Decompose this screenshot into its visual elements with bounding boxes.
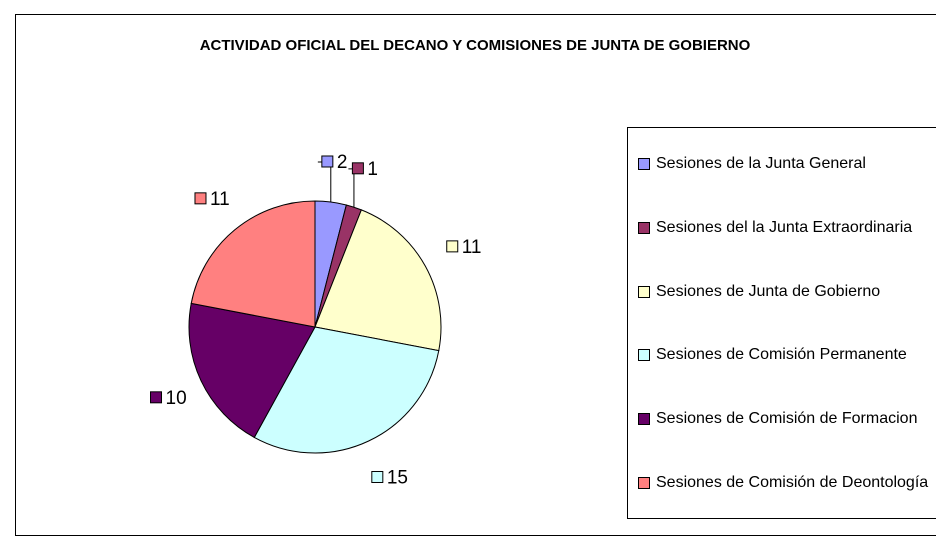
legend-label: Sesiones de Comisión de Formacion bbox=[656, 409, 918, 427]
legend-item: Sesiones de Junta de Gobierno bbox=[638, 280, 936, 303]
pie-slice bbox=[190, 200, 316, 328]
chart-title: ACTIVIDAD OFICIAL DEL DECANO Y COMISIONE… bbox=[199, 37, 751, 54]
pie-slice bbox=[253, 326, 440, 454]
legend-item: Sesiones de Comisión de Deontología bbox=[638, 471, 936, 494]
legend-item: Sesiones del la Junta Extraordinaria bbox=[638, 216, 936, 239]
pie-slice bbox=[188, 302, 316, 439]
data-label: 11 bbox=[210, 189, 230, 210]
legend-swatch bbox=[638, 476, 650, 489]
legend-item: Sesiones de Comisión Permanente bbox=[638, 343, 936, 366]
label-swatch bbox=[371, 470, 384, 483]
legend-label: Sesiones de la Junta General bbox=[656, 155, 866, 173]
legend-label: Sesiones de Comisión de Deontología bbox=[656, 473, 929, 491]
data-label: 2 bbox=[337, 152, 348, 173]
label-swatch bbox=[446, 240, 459, 253]
legend-label: Sesiones de Comisión Permanente bbox=[656, 346, 907, 364]
legend-swatch bbox=[638, 412, 650, 425]
legend: Sesiones de la Junta General Sesiones del… bbox=[627, 127, 936, 519]
legend-swatch bbox=[638, 349, 650, 362]
legend-item: Sesiones de la Junta General bbox=[638, 152, 936, 175]
legend-swatch bbox=[638, 285, 650, 298]
label-swatch bbox=[150, 391, 163, 404]
data-label: 1 bbox=[367, 159, 378, 180]
legend-label: Sesiones del la Junta Extraordinaria bbox=[656, 218, 913, 236]
pie-slice bbox=[314, 209, 442, 352]
label-swatch bbox=[321, 155, 334, 168]
legend-swatch bbox=[638, 158, 650, 171]
leader-line bbox=[317, 161, 332, 202]
data-label: 11 bbox=[462, 237, 482, 258]
legend-item: Sesiones de Comisión de Formacion bbox=[638, 407, 936, 430]
leader-line bbox=[348, 168, 355, 208]
legend-label: Sesiones de Junta de Gobierno bbox=[656, 282, 881, 300]
legend-swatch bbox=[638, 221, 650, 234]
data-label: 15 bbox=[387, 468, 408, 489]
chart-frame bbox=[15, 14, 936, 536]
data-label: 10 bbox=[166, 388, 187, 409]
label-swatch bbox=[351, 162, 364, 175]
label-swatch bbox=[194, 192, 207, 205]
